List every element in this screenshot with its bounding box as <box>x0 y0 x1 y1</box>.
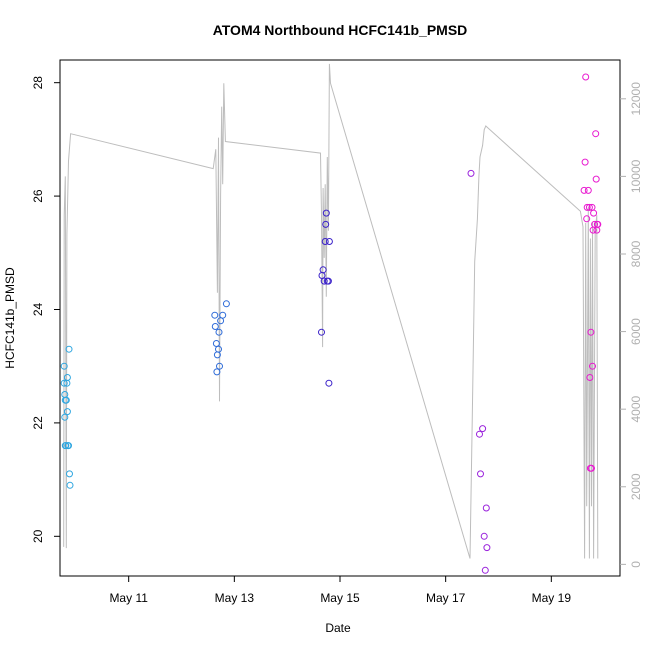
data-point <box>583 215 591 223</box>
data-point <box>60 362 68 370</box>
data-point <box>592 130 600 138</box>
data-point <box>476 430 483 438</box>
data-point <box>211 323 219 330</box>
x-axis-label: Date <box>325 621 351 635</box>
y-axis-label: HCFC141b_PMSD <box>3 267 17 369</box>
data-point <box>66 470 73 478</box>
y-tick-label: 24 <box>31 303 45 317</box>
data-point <box>582 73 590 81</box>
data-point <box>322 220 330 228</box>
y2-tick-label: 2000 <box>629 473 643 500</box>
data-point <box>325 238 333 245</box>
data-point <box>65 442 72 450</box>
data-point <box>63 408 71 416</box>
data-point <box>467 169 475 177</box>
data-point <box>211 311 219 319</box>
data-point <box>212 340 220 347</box>
data-point <box>589 362 596 370</box>
data-point <box>585 203 593 211</box>
y-tick-label: 28 <box>31 76 45 90</box>
x-tick-label: May 17 <box>426 591 466 605</box>
data-point <box>322 209 330 217</box>
points-layer <box>60 73 602 574</box>
data-point <box>483 544 491 552</box>
data-point <box>590 209 598 217</box>
data-point <box>587 328 595 336</box>
y2-tick-label: 12000 <box>629 82 643 116</box>
y2-tick-label: 10000 <box>629 159 643 193</box>
data-point <box>588 464 595 472</box>
y-axis-right: 0 2000 4000 6000 8000 10000 12000 <box>620 82 643 568</box>
data-point <box>479 425 487 433</box>
data-point <box>63 374 71 381</box>
data-point <box>319 266 327 274</box>
data-point <box>222 300 230 308</box>
x-tick-label: May 19 <box>532 591 572 605</box>
right-axis-series-line <box>63 63 599 559</box>
y-tick-label: 20 <box>31 529 45 543</box>
data-point <box>584 186 592 194</box>
data-point <box>321 238 329 245</box>
data-point <box>61 442 69 450</box>
data-point <box>60 379 68 387</box>
y2-tick-label: 4000 <box>629 396 643 423</box>
y2-tick-label: 6000 <box>629 318 643 345</box>
data-point <box>481 566 489 574</box>
data-point <box>580 186 588 194</box>
data-point <box>482 504 490 512</box>
data-point <box>320 277 328 285</box>
data-point <box>215 328 223 336</box>
data-point <box>66 481 74 489</box>
plot-frame <box>59 59 621 577</box>
y-tick-label: 26 <box>31 189 45 203</box>
data-point <box>581 158 589 166</box>
x-tick-label: May 13 <box>215 591 255 605</box>
y2-tick-label: 8000 <box>629 240 643 267</box>
data-point <box>62 396 70 404</box>
data-point <box>480 532 488 540</box>
data-point <box>592 175 600 183</box>
data-point <box>477 470 484 478</box>
data-point <box>213 368 221 376</box>
y-tick-label: 22 <box>31 416 45 430</box>
data-point <box>215 345 222 353</box>
y2-tick-label: 0 <box>629 561 643 568</box>
x-tick-label: May 11 <box>109 591 148 605</box>
data-point <box>318 328 325 336</box>
data-point <box>219 311 227 319</box>
data-point <box>583 203 591 211</box>
x-tick-label: May 15 <box>320 591 360 605</box>
data-point <box>324 277 332 285</box>
data-point <box>216 362 223 370</box>
data-point <box>65 345 73 353</box>
right-line-layer <box>63 63 599 559</box>
data-point <box>325 379 333 387</box>
data-point <box>61 413 69 421</box>
x-axis: May 11 May 13 May 15 May 17 May 19 <box>109 576 571 605</box>
y-axis-left: 20 22 24 26 28 <box>31 76 60 543</box>
data-point <box>586 374 594 381</box>
data-point <box>594 220 602 228</box>
chart-title: ATOM4 Northbound HCFC141b_PMSD <box>213 22 468 38</box>
